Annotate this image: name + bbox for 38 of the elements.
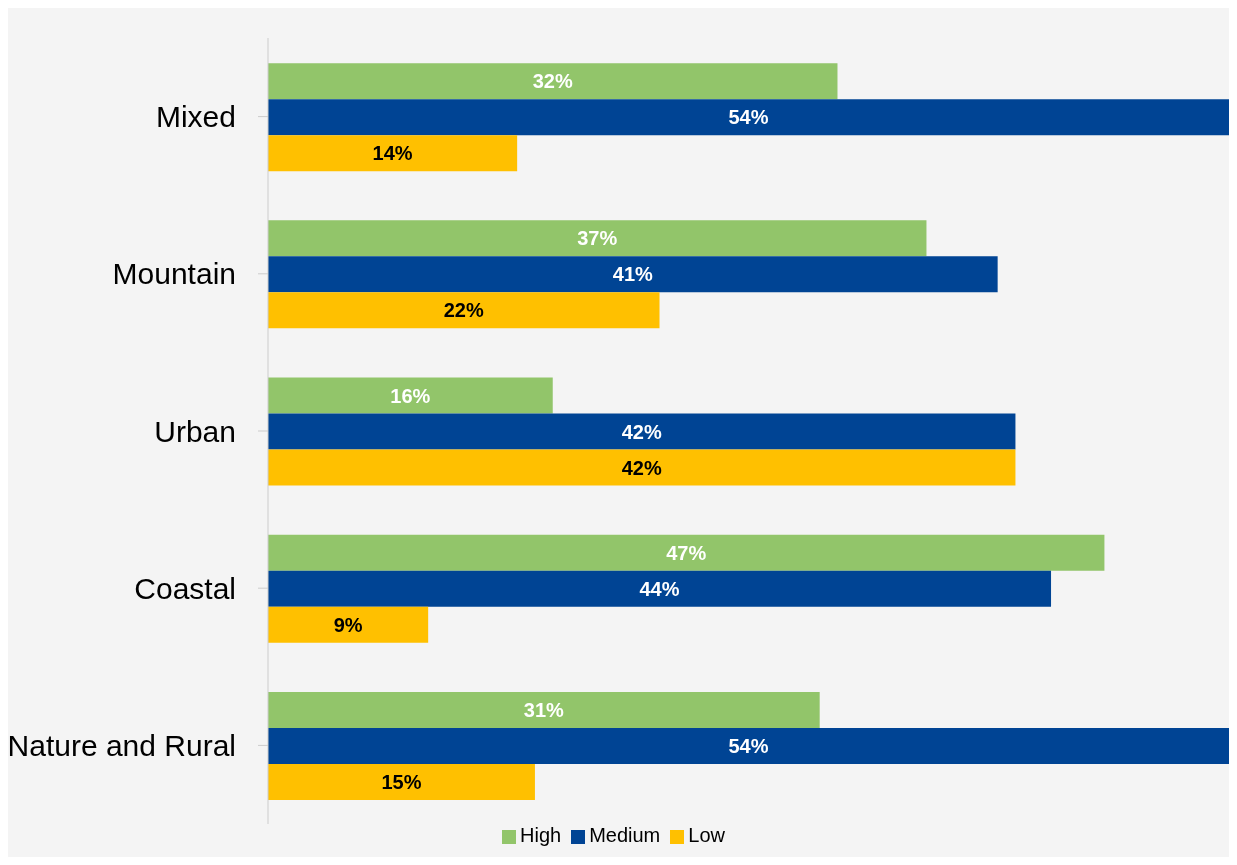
y-tick-label: Coastal xyxy=(134,571,236,605)
data-label: 31% xyxy=(523,698,565,721)
bar xyxy=(268,534,1105,571)
y-tick-label: Nature and Rural xyxy=(7,729,236,763)
bar xyxy=(268,63,838,100)
bar xyxy=(268,220,927,257)
legend-label: Medium xyxy=(589,824,661,846)
y-tick-label: Urban xyxy=(154,414,236,448)
data-label: 54% xyxy=(728,106,769,129)
bar xyxy=(268,413,1016,450)
data-label: 14% xyxy=(372,142,413,165)
bar xyxy=(268,691,820,728)
bar xyxy=(268,292,660,329)
bar xyxy=(268,606,429,643)
data-label: 44% xyxy=(639,577,680,600)
data-label: 42% xyxy=(621,456,662,479)
data-label: 9% xyxy=(333,613,363,636)
data-label: 37% xyxy=(577,227,618,250)
legend-label: High xyxy=(520,824,562,846)
bar xyxy=(268,256,998,293)
data-label: 41% xyxy=(612,263,654,286)
data-label: 47% xyxy=(666,541,707,564)
data-label: 16% xyxy=(390,384,431,407)
data-label: 42% xyxy=(621,420,662,443)
data-label: 15% xyxy=(381,770,422,793)
bar xyxy=(268,570,1052,607)
bar xyxy=(268,763,535,800)
legend-label: Low xyxy=(688,824,725,846)
y-tick-label: Mixed xyxy=(155,100,236,134)
data-label: 22% xyxy=(443,299,484,322)
bar xyxy=(268,727,1229,764)
data-label: 54% xyxy=(728,734,769,757)
data-label: 32% xyxy=(532,70,573,93)
y-tick-label: Mountain xyxy=(112,257,236,291)
bar xyxy=(268,135,518,172)
bar xyxy=(268,377,553,414)
bar xyxy=(268,449,1016,486)
bar xyxy=(268,99,1229,136)
